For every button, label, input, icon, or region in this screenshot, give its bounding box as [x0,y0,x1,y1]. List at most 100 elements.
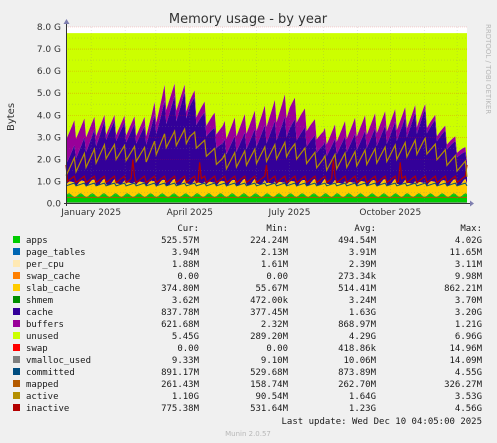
legend-value-cur: 0.00 [177,344,199,354]
legend-row-cache: cache 837.78M 377.45M 1.63G 3.20G [13,308,482,318]
legend-series-name: inactive [26,404,69,414]
y-tick-label: 3.0 G [37,133,61,143]
legend-value-avg: 3.24M [349,296,377,306]
legend-value-cur: 261.43M [161,380,200,390]
legend-value-cur: 3.62M [172,296,200,306]
legend-value-min: 158.74M [250,380,289,390]
legend-value-max: 14.96M [449,344,482,354]
legend-row-active: active 1.10G 90.54M 1.64G 3.53G [13,392,482,402]
legend-value-max: 6.96G [455,332,482,342]
y-tick-labels: 0.0 1.0 G 2.0 G 3.0 G 4.0 G 5.0 G 6.0 G 7.0 G 8.… [37,23,61,210]
legend-value-min: 2.13M [261,248,289,258]
legend-row-slab_cache: slab_cache 374.80M 55.67M 514.41M 862.21M [13,284,483,294]
legend-row-apps: apps 525.57M 224.24M 494.54M 4.02G [13,236,482,246]
legend-value-cur: 525.57M [161,236,200,246]
legend-value-min: 0.00 [266,272,288,282]
legend-value-max: 3.20G [455,308,482,318]
legend-header-max: Max: [460,224,482,234]
legend-value-min: 224.24M [250,236,289,246]
x-tick-label: April 2025 [167,208,213,218]
legend-value-min: 2.32M [261,320,289,330]
legend-swatch [13,404,20,411]
legend-swatch [13,392,20,399]
legend-value-min: 377.45M [250,308,289,318]
series-line-active [65,127,468,177]
legend-header-min: Min: [266,224,288,234]
legend-series-name: swap_cache [26,272,80,282]
legend-value-cur: 775.38M [161,404,200,414]
legend-swatch [13,260,20,267]
legend-swatch [13,344,20,351]
legend-series-name: apps [26,236,48,246]
legend-value-max: 326.27M [444,380,483,390]
y-axis-arrow [63,19,70,24]
legend-value-avg: 273.34k [338,272,377,282]
legend-value-cur: 3.94M [172,248,200,258]
area-series [65,33,468,204]
y-tick-label: 1.0 G [37,177,61,187]
legend-row-per_cpu: per_cpu 1.88M 1.61M 2.39M 3.11M [13,260,483,270]
legend-row-committed: committed 891.17M 529.68M 873.89M 4.55G [13,368,482,378]
legend-value-avg: 868.97M [338,320,377,330]
legend-series-name: swap [26,344,48,354]
legend-row-page_tables: page_tables 3.94M 2.13M 3.91M 11.65M [13,248,483,258]
legend-swatch [13,236,20,243]
legend-value-min: 472.00k [250,296,289,306]
legend-series-name: per_cpu [26,260,64,270]
legend-value-cur: 621.68M [161,320,200,330]
legend-value-cur: 9.33M [172,356,200,366]
legend-series-name: page_tables [26,248,86,258]
legend-row-swap_cache: swap_cache 0.00 0.00 273.34k 9.98M [13,272,483,282]
x-axis-arrow [470,200,474,207]
legend-value-avg: 494.54M [338,236,377,246]
legend-series-name: vmalloc_used [26,356,91,366]
legend-value-min: 90.54M [255,392,288,402]
legend-series-name: cache [26,308,53,318]
plot-area: 0.0 1.0 G 2.0 G 3.0 G 4.0 G 5.0 G 6.0 G 7.0 G 8.… [37,19,474,218]
legend-value-cur: 1.10G [172,392,199,402]
legend-row-unused: unused 5.45G 289.20M 4.29G 6.96G [13,332,482,342]
legend-swatch [13,284,20,291]
legend-header-avg: Avg: [354,224,376,234]
legend-series-name: mapped [26,380,59,390]
series-line-inactive [65,159,468,184]
legend-swatch [13,308,20,315]
legend-value-max: 3.70M [455,296,483,306]
legend-value-min: 289.20M [250,332,289,342]
legend-value-max: 862.21M [444,284,483,294]
legend-value-avg: 10.06M [343,356,376,366]
legend-rows: apps 525.57M 224.24M 494.54M 4.02G page_table… [13,236,483,414]
legend-value-cur: 837.78M [161,308,200,318]
legend-swatch [13,356,20,363]
legend-value-cur: 1.88M [172,260,200,270]
legend-row-swap: swap 0.00 0.00 418.86k 14.96M [13,344,483,354]
legend-value-avg: 2.39M [349,260,377,270]
legend-value-max: 1.21G [455,320,482,330]
y-tick-label: 8.0 G [37,23,61,33]
legend-value-cur: 374.80M [161,284,200,294]
grid-lines [66,26,467,204]
y-tick-label: 2.0 G [37,155,61,165]
legend-value-max: 4.02G [455,236,482,246]
y-axis-label: Bytes [6,103,17,131]
legend-value-avg: 262.70M [338,380,377,390]
legend-swatch [13,296,20,303]
legend-swatch [13,320,20,327]
legend-value-min: 531.64M [250,404,289,414]
legend-value-max: 3.11M [455,260,483,270]
legend-series-name: unused [26,332,59,342]
legend-value-avg: 1.23G [349,404,376,414]
legend-value-min: 1.61M [261,260,289,270]
legend-value-max: 3.53G [455,392,482,402]
legend-row-inactive: inactive 775.38M 531.64M 1.23G 4.56G [13,404,482,414]
legend-value-cur: 0.00 [177,272,199,282]
legend-swatch [13,272,20,279]
munin-version: Munin 2.0.57 [225,430,271,438]
legend-series-name: slab_cache [26,284,80,294]
legend-value-min: 9.10M [261,356,289,366]
legend-row-buffers: buffers 621.68M 2.32M 868.97M 1.21G [13,320,482,330]
legend-value-min: 0.00 [266,344,288,354]
legend-value-avg: 1.63G [349,308,376,318]
series-area-apps [66,194,467,203]
